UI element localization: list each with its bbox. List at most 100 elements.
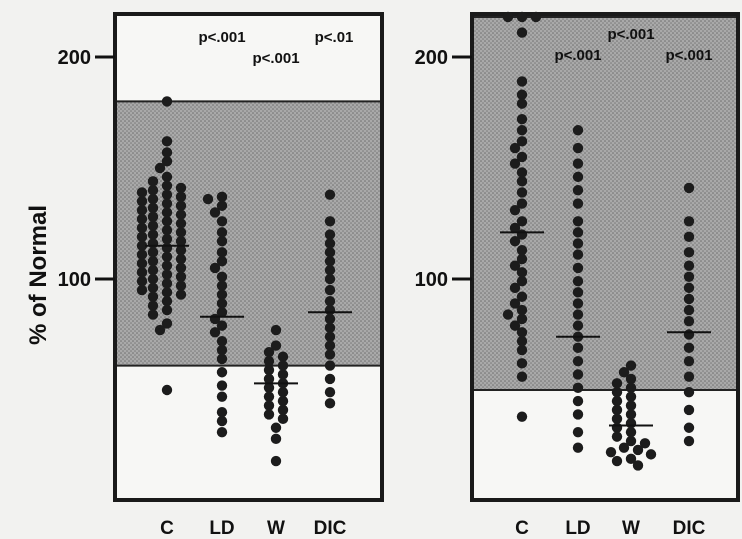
data-point-w-13 — [277, 395, 289, 407]
data-point-c-16 — [175, 200, 187, 211]
data-point-dic-11 — [324, 313, 336, 325]
data-point-c-9 — [516, 136, 528, 147]
series-c — [136, 96, 187, 396]
data-point-w-14 — [625, 426, 637, 438]
data-point-c-12 — [175, 191, 187, 203]
data-point-c-52 — [175, 280, 187, 291]
data-point-c-1 — [502, 11, 514, 23]
data-point-c-10 — [509, 142, 521, 154]
data-point-c-21 — [509, 236, 521, 247]
y-tick-label-100: 100 — [415, 269, 448, 291]
data-point-w-3 — [277, 351, 289, 362]
data-point-c-26 — [136, 222, 148, 234]
data-point-dic-13 — [683, 371, 695, 382]
data-point-c-9 — [147, 185, 159, 196]
data-point-w-24 — [632, 460, 644, 471]
data-point-c-27 — [161, 224, 173, 236]
data-point-ld-20 — [572, 382, 584, 393]
data-point-c-63 — [154, 324, 166, 336]
data-point-c-34 — [136, 240, 148, 251]
data-point-ld-21 — [572, 395, 584, 407]
data-point-w-22 — [625, 453, 637, 465]
data-point-w-3 — [611, 378, 623, 389]
data-point-c-33 — [147, 238, 159, 249]
y-tick-label-200: 200 — [415, 47, 448, 69]
data-point-ld-6 — [572, 216, 584, 227]
data-point-ld-19 — [216, 344, 228, 356]
data-point-c-42 — [136, 258, 148, 269]
data-point-c-28 — [175, 227, 187, 238]
data-point-dic-0 — [683, 182, 695, 194]
data-point-w-11 — [611, 413, 623, 425]
series-dic — [683, 182, 695, 447]
data-point-dic-6 — [324, 264, 336, 276]
data-point-c-53 — [147, 282, 159, 294]
data-point-c-7 — [161, 180, 173, 191]
data-point-ld-8 — [572, 238, 584, 249]
data-point-c-29 — [509, 298, 521, 309]
data-point-ld-16 — [216, 320, 228, 331]
x-category-label-c: C — [515, 518, 529, 539]
data-point-c-40 — [175, 253, 187, 265]
data-point-c-35 — [516, 335, 528, 347]
data-point-c-44 — [175, 262, 187, 274]
data-point-dic-8 — [324, 284, 336, 296]
data-point-c-26 — [516, 276, 528, 287]
data-point-w-8 — [263, 373, 275, 385]
data-point-ld-7 — [216, 247, 228, 258]
data-point-c-49 — [147, 273, 159, 285]
data-point-c-11 — [161, 189, 173, 200]
data-point-dic-10 — [324, 304, 336, 316]
data-point-c-5 — [161, 171, 173, 183]
panel-2: 100 200 C LD W DIC p<.001 p<.001 p<.001 — [415, 11, 740, 539]
series-dic — [324, 189, 336, 409]
data-point-c-4 — [516, 76, 528, 87]
data-point-dic-18 — [324, 387, 336, 398]
x-category-label-ld: LD — [209, 518, 234, 539]
data-point-c-19 — [161, 207, 173, 218]
data-point-dic-3 — [324, 238, 336, 249]
data-point-c-4 — [154, 162, 166, 174]
data-point-c-48 — [175, 271, 187, 282]
data-point-c-28 — [516, 291, 528, 302]
data-point-c-30 — [516, 304, 528, 316]
data-point-c-37 — [516, 358, 528, 369]
data-point-c-16 — [516, 198, 528, 209]
data-point-w-1 — [270, 340, 282, 351]
data-point-ld-13 — [572, 298, 584, 309]
data-point-c-0 — [161, 96, 173, 107]
data-point-c-36 — [175, 244, 187, 256]
data-point-c-25 — [147, 220, 159, 231]
data-point-ld-22 — [216, 380, 228, 391]
panel-frame — [113, 12, 384, 502]
data-point-w-0 — [270, 324, 282, 336]
data-point-c-3 — [516, 27, 528, 38]
data-point-w-4 — [625, 382, 637, 393]
data-point-c-32 — [175, 236, 187, 247]
data-point-c-23 — [161, 216, 173, 227]
normal-range-band — [472, 17, 738, 390]
data-point-dic-6 — [683, 282, 695, 294]
data-point-c-18 — [516, 216, 528, 227]
data-point-dic-0 — [324, 189, 336, 200]
data-point-ld-4 — [572, 185, 584, 196]
data-point-w-13 — [611, 422, 623, 433]
data-point-dic-13 — [324, 331, 336, 342]
data-point-ld-25 — [216, 415, 228, 427]
data-point-ld-11 — [216, 280, 228, 291]
data-point-ld-4 — [216, 216, 228, 227]
data-point-ld-19 — [572, 369, 584, 380]
data-point-ld-24 — [572, 442, 584, 453]
normal-range-band — [115, 101, 382, 366]
data-point-w-17 — [639, 438, 651, 449]
data-point-c-58 — [161, 296, 173, 307]
data-point-ld-2 — [216, 200, 228, 211]
x-category-label-dic: DIC — [673, 518, 706, 539]
data-point-w-1 — [618, 367, 630, 378]
data-point-ld-8 — [216, 256, 228, 267]
data-point-ld-15 — [572, 320, 584, 331]
data-point-dic-14 — [324, 340, 336, 351]
data-point-w-4 — [263, 355, 275, 367]
data-point-c-51 — [161, 278, 173, 289]
data-point-c-8 — [175, 182, 187, 194]
